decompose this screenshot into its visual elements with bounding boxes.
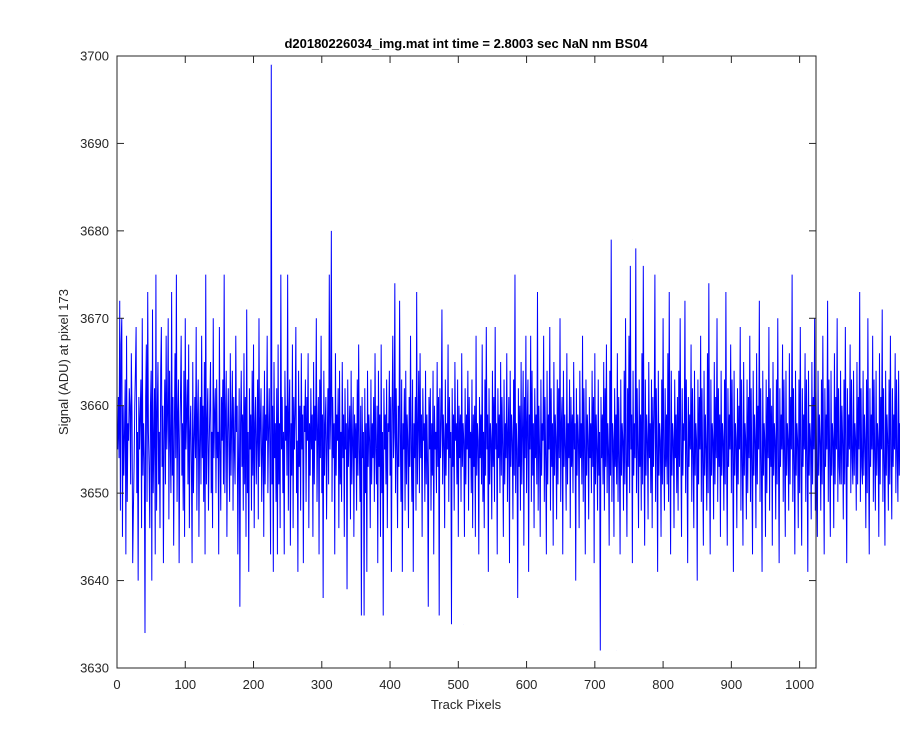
x-tick-label: 0 [113, 677, 120, 692]
y-tick-label: 3640 [80, 573, 109, 588]
series-line [117, 64, 900, 651]
notable-points [144, 64, 633, 651]
y-tick-label: 3630 [80, 661, 109, 676]
y-axis: 3630 3640 3650 3660 3670 3680 3690 3700 [80, 49, 816, 676]
x-tick-label: 300 [311, 677, 333, 692]
x-tick-label: 800 [652, 677, 674, 692]
x-tick-label: 700 [584, 677, 606, 692]
y-tick-label: 3670 [80, 311, 109, 326]
y-tick-label: 3700 [80, 49, 109, 64]
x-axis-label: Track Pixels [431, 697, 502, 712]
y-tick-label: 3660 [80, 398, 109, 413]
x-tick-label: 200 [243, 677, 265, 692]
chart-title: d20180226034_img.mat int time = 2.8003 s… [284, 36, 648, 51]
x-tick-label: 500 [447, 677, 469, 692]
x-tick-label: 900 [721, 677, 743, 692]
plot-area [117, 56, 816, 668]
x-tick-label: 100 [174, 677, 196, 692]
plot-frame [116, 55, 817, 669]
y-tick-label: 3690 [80, 136, 109, 151]
x-tick-label: 1000 [785, 677, 814, 692]
y-tick-label: 3680 [80, 223, 109, 238]
x-tick-label: 400 [379, 677, 401, 692]
x-tick-label: 600 [516, 677, 538, 692]
x-axis: 0 100 200 300 400 500 600 700 800 900 1000 [113, 56, 814, 692]
y-axis-label: Signal (ADU) at pixel 173 [56, 289, 71, 435]
y-tick-label: 3650 [80, 486, 109, 501]
